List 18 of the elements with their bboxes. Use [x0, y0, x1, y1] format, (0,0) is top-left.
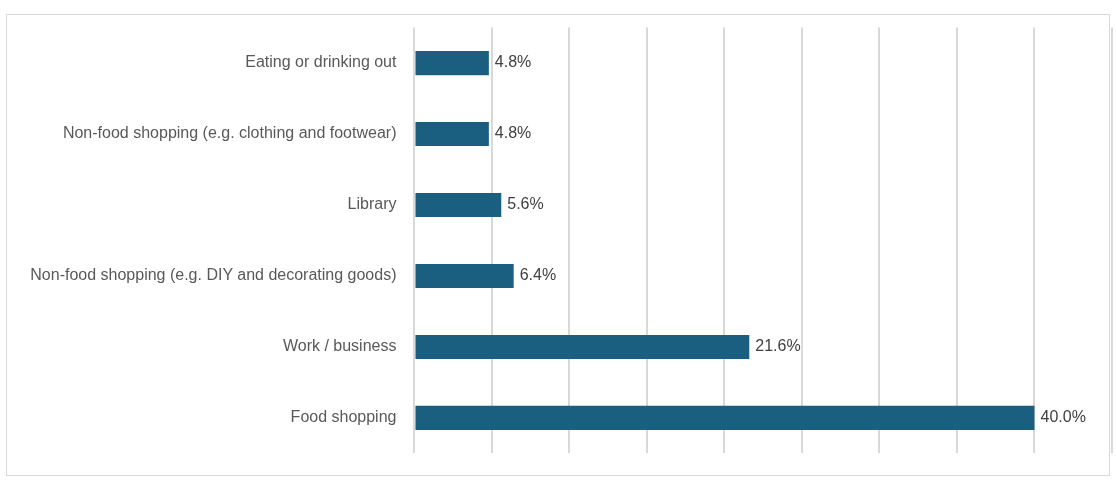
data-label: 4.8% — [494, 124, 532, 142]
y-tick-label: Work / business — [282, 337, 397, 355]
y-tick-label: Food shopping — [290, 408, 397, 426]
bar — [415, 121, 489, 147]
y-tick-label: Eating or drinking out — [245, 53, 398, 71]
data-label: 21.6% — [755, 337, 801, 355]
data-label: 5.6% — [507, 195, 544, 213]
bar — [415, 405, 1035, 430]
y-tick-label: Library — [347, 195, 397, 213]
bar — [415, 263, 514, 289]
data-label: 6.4% — [519, 266, 557, 284]
y-tick-label: Non-food shopping (e.g. clothing and footwear) — [62, 124, 397, 142]
y-tick-label: Non-food shopping (e.g. DIY and decorating goods) — [30, 266, 397, 284]
bar — [415, 51, 489, 76]
data-label: 40.0% — [1040, 408, 1086, 426]
bar — [415, 192, 502, 218]
bar — [415, 334, 750, 360]
data-label: 4.8% — [494, 53, 532, 71]
